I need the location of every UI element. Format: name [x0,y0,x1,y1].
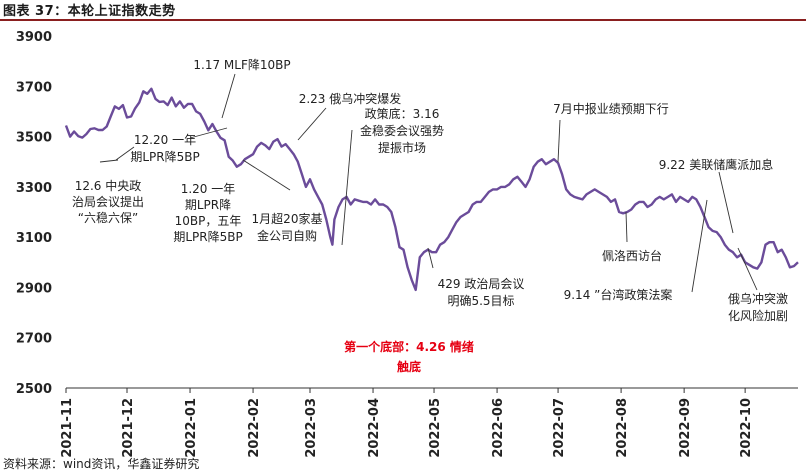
y-tick-label: 3500 [16,131,52,146]
leader-line [737,247,758,291]
annotation-line: 1月超20家基 [252,211,323,226]
leader-line [297,107,327,141]
annotation: 9.22 美联储鹰派加息 [659,157,774,172]
annotation: 第一个底部：4.26 情绪触底 [344,339,474,374]
annotation-line: 9.14 ”台湾政策法案 [564,287,673,302]
annotation: 12.20 一年期LPR降5BP [130,133,199,164]
x-tick-label: 2022-06 [491,398,506,458]
x-tick-label: 2022-08 [615,398,630,458]
x-tick-label: 2022-09 [678,398,693,458]
leader-line [115,146,135,161]
annotation-line: 10BP，五年 [175,214,242,228]
title-rule [0,19,806,21]
x-tick-label: 2022-10 [739,398,754,458]
x-tick-label: 2022-02 [247,398,262,458]
leader-line [625,211,628,243]
leader-line [557,119,561,163]
annotation-line: 期LPR降5BP [173,230,242,244]
annotation-line: 金稳委会议强势 [360,123,444,138]
leader-line [718,171,734,234]
leader-line [99,159,119,163]
annotation: 佩洛西访台 [602,248,662,263]
x-tick-label: 2022-01 [184,398,199,458]
leader-line [691,199,708,293]
annotation-line: 12.20 一年 [134,133,196,147]
x-tick-label: 2021-11 [60,398,75,458]
y-tick-label: 2700 [16,332,52,347]
y-tick-label: 3900 [16,30,52,45]
annotation: 7月中报业绩预期下行 [553,101,669,116]
annotation: 9.14 ”台湾政策法案 [564,287,673,302]
leader-line [341,129,353,246]
annotation-line: 12.6 中央政 [75,178,142,193]
x-tick-label: 2022-05 [428,398,443,458]
annotation-line: 化风险加剧 [728,308,788,323]
y-tick-label: 3700 [16,80,52,95]
source-note: 资料来源：wind资讯，华鑫证券研究 [3,457,200,471]
x-axis: 2021-11 2021-12 2022-01 2022-02 2022-03 2022-… [60,387,798,458]
y-tick-label: 2900 [16,281,52,296]
figure-title: 图表 37：本轮上证指数走势 [3,4,176,19]
annotation-line: 1.17 MLF降10BP [193,58,290,72]
annotation: 12.6 中央政治局会议提出“六稳六保” [72,178,144,225]
annotation: 429 政治局会议明确5.5目标 [438,277,525,308]
annotation-line: 提振市场 [378,140,426,155]
annotation-line: “六稳六保” [78,210,138,225]
x-tick-label: 2022-07 [552,398,567,458]
leader-line [221,73,236,119]
annotation: 2.23 俄乌冲突爆发 [299,91,402,106]
annotation-line: 金公司自购 [257,228,317,243]
annotation-line: 明确5.5目标 [447,294,514,308]
leader-line [189,127,228,139]
annotation-line: 期LPR降5BP [130,150,199,164]
annotation-line: 俄乌冲突激 [728,291,788,306]
y-tick-label: 3100 [16,231,52,246]
series-layer [64,87,799,292]
y-tick-label: 3300 [16,181,52,196]
x-tick-label: 2022-04 [367,398,382,458]
series-line [64,87,799,292]
leader-line [427,247,434,269]
annotation-line: 1.20 一年 [181,182,236,196]
annotation-leaders [99,73,758,293]
annotation-line: 佩洛西访台 [602,248,662,263]
annotation-line: 第一个底部：4.26 情绪 [344,339,474,354]
annotation: 1.17 MLF降10BP [193,58,290,72]
annotation-line: 政策底：3.16 [365,106,440,121]
annotation: 政策底：3.16 金稳委会议强势提振市场 [360,106,444,155]
annotation-line: 9.22 美联储鹰派加息 [659,157,774,172]
y-tick-label: 2500 [16,382,52,397]
annotation: 1月超20家基金公司自购 [252,211,323,243]
annotation: 1.20 一年期LPR降 10BP，五年期LPR降5BP [173,182,242,244]
leader-line [242,159,291,191]
annotation-line: 治局会议提出 [72,194,144,209]
x-tick-label: 2021-12 [121,398,136,458]
annotation-line: 429 政治局会议 [438,277,525,291]
annotation-line: 2.23 俄乌冲突爆发 [299,91,402,106]
annotation-line: 期LPR降 [185,198,231,212]
y-axis: 2500 2700 2900 3100 3300 3500 3700 3900 [16,30,52,397]
annotation-line: 7月中报业绩预期下行 [553,101,669,116]
annotation-line: 触底 [397,359,421,374]
x-tick-label: 2022-03 [304,398,319,458]
annotation: 俄乌冲突激化风险加剧 [728,291,788,323]
